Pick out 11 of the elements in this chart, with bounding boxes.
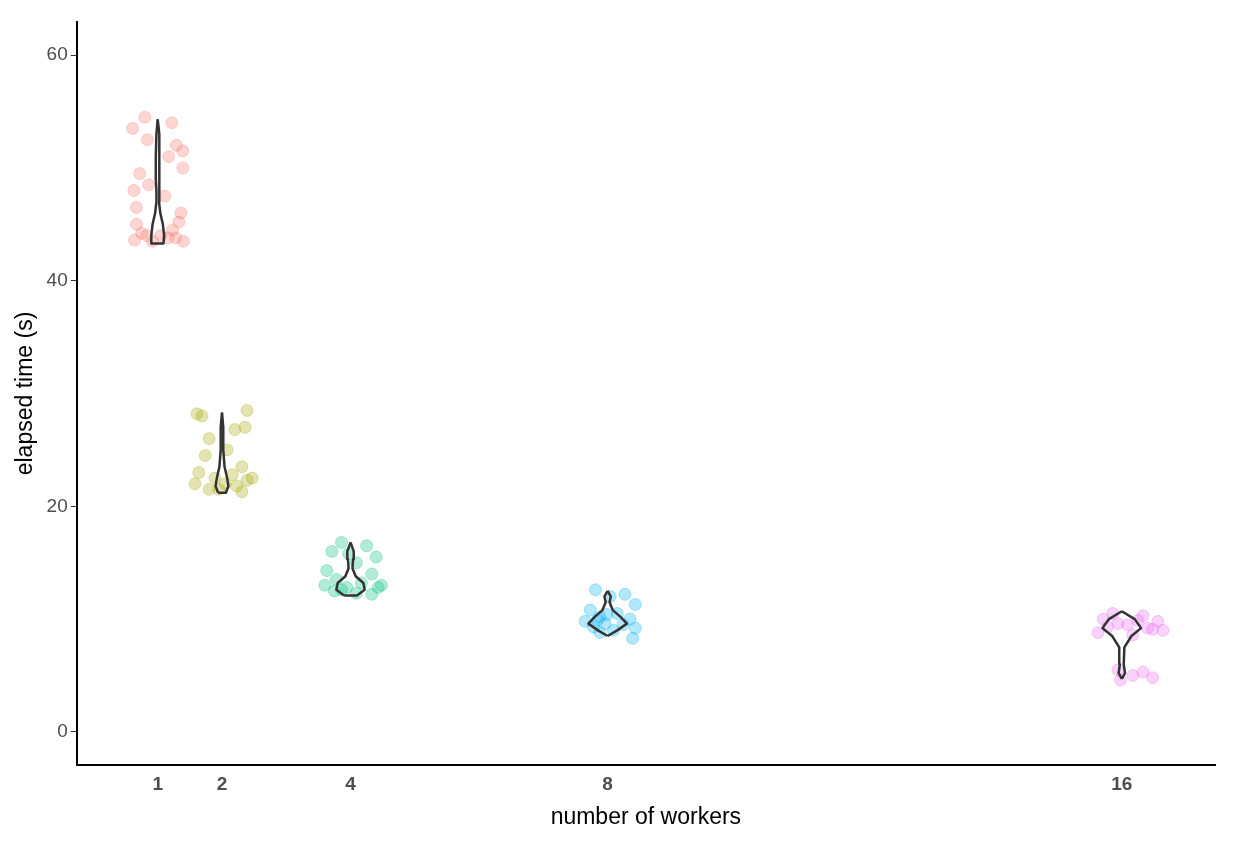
x-tick-label: 16 [1111, 773, 1133, 795]
y-tick-label: 0 [57, 720, 68, 742]
y-tick-label: 20 [46, 494, 68, 516]
y-tick-label: 60 [46, 43, 68, 65]
x-tick-label: 4 [345, 773, 357, 795]
x-axis-title: number of workers [550, 802, 742, 829]
x-tick-label: 1 [152, 773, 164, 795]
y-tick-label: 40 [46, 268, 68, 290]
x-tick-label: 8 [602, 773, 613, 795]
x-tick-label: 2 [216, 773, 228, 795]
y-axis-title: elapsed time (s) [11, 311, 38, 476]
